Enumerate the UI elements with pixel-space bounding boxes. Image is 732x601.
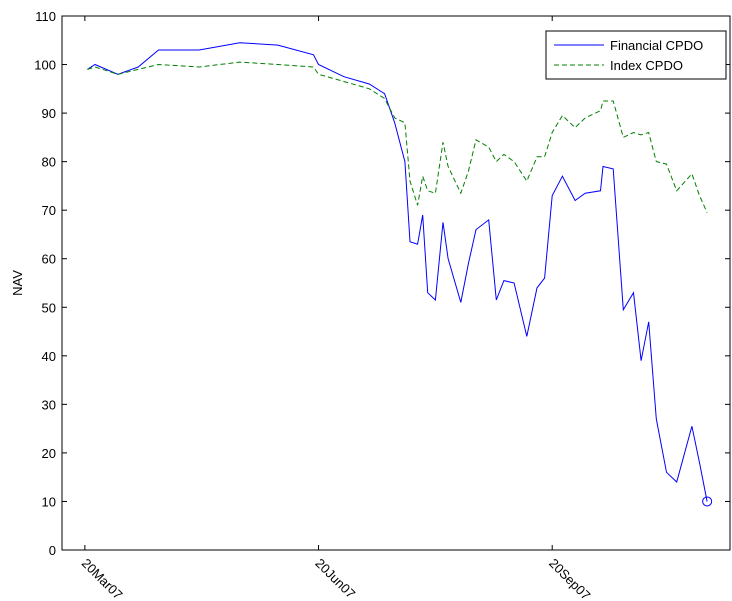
series-line [87,61,708,213]
end-marker [702,496,713,507]
plot-frame [61,15,731,551]
series-line [87,42,708,502]
legend-box [545,30,727,80]
y-tick-label: 100 [34,58,56,73]
y-tick-label: 90 [42,106,56,121]
y-axis-label: NAV [10,270,25,296]
legend-label: Index CPDO [610,58,683,73]
y-tick-label: 0 [49,543,56,558]
legend-label: Financial CPDO [610,38,703,53]
y-tick-label: 70 [42,203,56,218]
y-tick-label: 10 [42,494,56,509]
y-tick-label: 80 [42,155,56,170]
y-tick-label: 40 [42,349,56,364]
x-tick-label: 20Jun07 [312,556,358,601]
y-tick-label: 30 [42,397,56,412]
x-tick-label: 20Sep07 [546,556,593,601]
y-tick-label: 20 [42,446,56,461]
x-tick-label: 20Mar07 [79,556,126,601]
y-tick-label: 110 [35,9,56,24]
y-tick-label: 50 [42,300,56,315]
y-tick-label: 60 [42,252,56,267]
